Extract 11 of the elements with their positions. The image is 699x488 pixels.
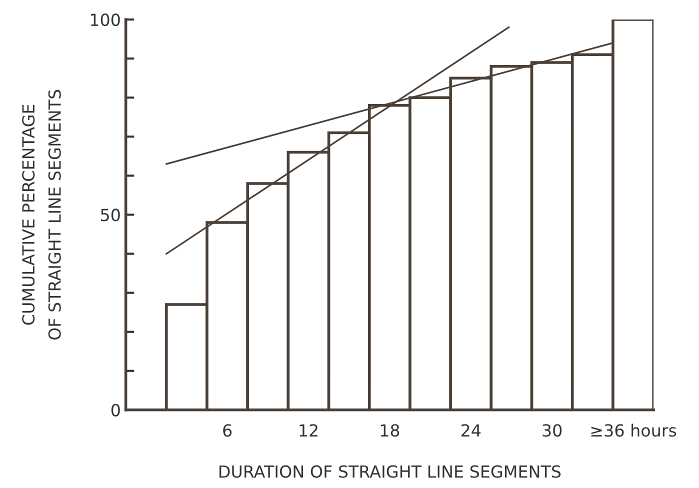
y-tick-label: 0 [111,404,120,416]
y-axis-title: CUMULATIVE PERCENTAGE OF STRAIGHT LINE SEGMENTS [22,90,61,340]
x-tick-label: 6 [223,424,232,437]
y-tick-label: 100 [90,13,120,26]
x-tick-label: 24 [462,424,481,436]
x-tick-label: 12 [300,424,318,436]
x-tick-label: ≥36 hours [591,424,676,437]
x-axis-title: DURATION OF STRAIGHT LINE SEGMENTS [220,465,561,478]
x-tick-label: 18 [380,424,400,437]
y-tick-label: 50 [101,208,120,222]
x-tick-label: 30 [542,424,562,437]
